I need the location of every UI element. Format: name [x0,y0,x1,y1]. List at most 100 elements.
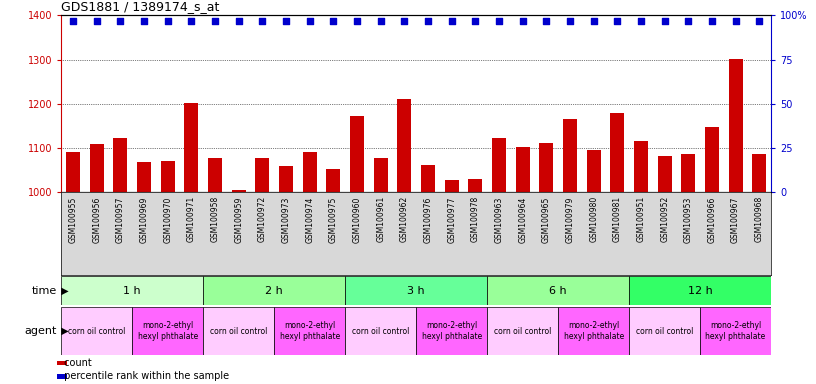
Bar [66,152,80,192]
Text: mono-2-ethyl
hexyl phthalate: mono-2-ethyl hexyl phthalate [138,321,197,341]
Bar [113,138,127,192]
Bar [274,307,345,355]
Bar [681,154,695,192]
Bar [587,150,601,192]
Point [752,18,765,24]
Point [610,18,623,24]
Text: GSM100977: GSM100977 [447,196,456,243]
Text: GSM100968: GSM100968 [755,196,764,242]
Bar [700,307,771,355]
Point [350,18,363,24]
Text: GSM100978: GSM100978 [471,196,480,242]
Point [208,18,221,24]
Point [90,18,103,24]
Point [729,18,742,24]
Text: 1 h: 1 h [123,286,141,296]
Text: GSM100959: GSM100959 [234,196,243,243]
Text: count: count [61,358,92,368]
Point [468,18,481,24]
Bar [184,103,198,192]
Bar [208,157,222,192]
Point [445,18,458,24]
Text: 6 h: 6 h [549,286,567,296]
Bar [492,138,506,192]
Bar [752,154,766,192]
Bar [629,307,700,355]
Text: GSM100955: GSM100955 [69,196,78,243]
Bar [61,307,132,355]
Text: GDS1881 / 1389174_s_at: GDS1881 / 1389174_s_at [61,0,220,13]
Bar [610,113,624,192]
Point [516,18,529,24]
Point [66,18,80,24]
Text: GSM100958: GSM100958 [211,196,220,242]
Text: GSM100961: GSM100961 [376,196,385,242]
Text: GSM100964: GSM100964 [518,196,527,243]
Point [634,18,647,24]
Text: GSM100960: GSM100960 [353,196,361,243]
Text: GSM100971: GSM100971 [187,196,196,242]
Bar [374,157,388,192]
Bar [57,361,67,365]
Text: corn oil control: corn oil control [68,327,126,336]
Text: GSM100967: GSM100967 [731,196,740,243]
Bar [232,190,246,192]
Text: ▶: ▶ [58,326,69,336]
Text: GSM100962: GSM100962 [400,196,409,242]
Text: 12 h: 12 h [688,286,712,296]
Bar [132,307,203,355]
Point [539,18,552,24]
Text: GSM100976: GSM100976 [424,196,432,243]
Text: GSM100951: GSM100951 [636,196,645,242]
Bar [397,99,411,192]
Bar [634,141,648,192]
Text: corn oil control: corn oil control [636,327,694,336]
Bar [57,374,67,379]
Text: GSM100963: GSM100963 [494,196,503,243]
Text: GSM100952: GSM100952 [660,196,669,242]
Text: GSM100981: GSM100981 [613,196,622,242]
Bar [729,59,743,192]
Bar [487,276,629,305]
Point [232,18,245,24]
Bar [516,147,530,192]
Text: agent: agent [24,326,57,336]
Bar [345,307,416,355]
Text: GSM100970: GSM100970 [163,196,172,243]
Bar [203,276,345,305]
Bar [487,307,558,355]
Text: GSM100973: GSM100973 [282,196,290,243]
Text: mono-2-ethyl
hexyl phthalate: mono-2-ethyl hexyl phthalate [280,321,339,341]
Text: GSM100953: GSM100953 [684,196,693,243]
Point [374,18,387,24]
Text: GSM100956: GSM100956 [92,196,101,243]
Point [303,18,316,24]
Text: mono-2-ethyl
hexyl phthalate: mono-2-ethyl hexyl phthalate [706,321,765,341]
Bar [161,161,175,192]
Text: 3 h: 3 h [407,286,425,296]
Bar [539,144,553,192]
Text: GSM100969: GSM100969 [140,196,149,243]
Point [279,18,292,24]
Bar [629,276,771,305]
Bar [303,152,317,192]
Bar [326,169,340,192]
Bar [345,276,487,305]
Text: corn oil control: corn oil control [352,327,410,336]
Point [326,18,339,24]
Bar [279,166,293,192]
Point [161,18,174,24]
Bar [255,157,269,192]
Bar [563,119,577,192]
Point [137,18,150,24]
Text: ▶: ▶ [58,286,69,296]
Bar [705,127,719,192]
Text: time: time [32,286,57,296]
Bar [445,180,459,192]
Point [397,18,410,24]
Text: corn oil control: corn oil control [494,327,552,336]
Text: GSM100965: GSM100965 [542,196,551,243]
Text: 2 h: 2 h [265,286,283,296]
Bar [61,276,203,305]
Text: mono-2-ethyl
hexyl phthalate: mono-2-ethyl hexyl phthalate [564,321,623,341]
